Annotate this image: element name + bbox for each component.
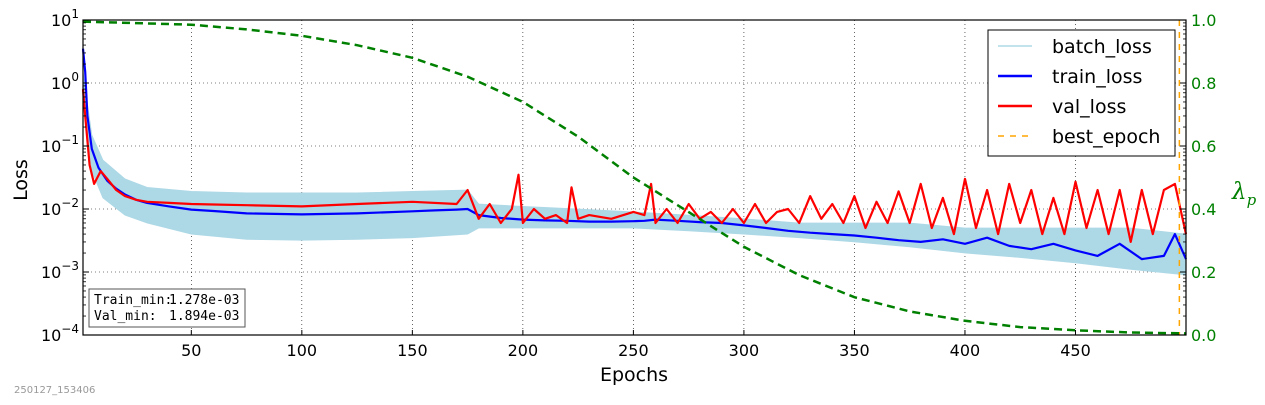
y-tick-label-10em3: 10−3 — [41, 259, 79, 282]
y-tick-label-10e1: 101 — [51, 7, 79, 30]
y-axis-label: Loss — [10, 159, 32, 201]
right-tick-label-0-4: 0.4 — [1191, 200, 1216, 219]
right-tick-label-0-6: 0.6 — [1191, 137, 1216, 156]
right-tick-label-0-0: 0.0 — [1191, 326, 1216, 345]
series-val-loss — [81, 89, 1188, 243]
right-axis-ticks: 0.0 0.2 0.4 0.6 0.8 1.0 — [1180, 11, 1216, 345]
min-loss-annotation: Train_min: 1.278e-03 Val_min: 1.894e-03 — [88, 288, 246, 328]
x-tick-label-50: 50 — [181, 341, 201, 360]
x-axis-ticks: 50 100 150 200 250 300 350 400 450 — [181, 330, 1091, 360]
val-min-value: 1.894e-03 — [169, 309, 239, 324]
legend-label-batch-loss: batch_loss — [1052, 36, 1152, 58]
plot-frame — [82, 19, 1187, 336]
val-min-label: Val_min: — [94, 309, 157, 324]
y-tick-label-10em1: 10−1 — [41, 133, 79, 156]
x-tick-label-100: 100 — [287, 341, 318, 360]
x-tick-label-350: 350 — [839, 341, 870, 360]
series-lambda-p — [82, 20, 1187, 335]
y-tick-label-10e0: 100 — [51, 70, 79, 93]
y-tick-label-10em2: 10−2 — [41, 196, 79, 219]
y-tick-label-10em4: 10−4 — [41, 322, 79, 345]
timestamp: 250127_153406 — [14, 385, 95, 396]
annotation-box — [88, 288, 246, 328]
legend-label-val-loss: val_loss — [1052, 96, 1126, 118]
right-tick-label-0-2: 0.2 — [1191, 263, 1216, 282]
right-tick-label-1-0: 1.0 — [1191, 11, 1216, 30]
x-tick-label-150: 150 — [397, 341, 428, 360]
x-axis-label: Epochs — [600, 364, 668, 386]
x-tick-label-450: 450 — [1060, 341, 1091, 360]
train-min-value: 1.278e-03 — [169, 293, 239, 308]
legend-box — [987, 29, 1176, 157]
y-axis-ticks: 101 100 10−1 10−2 10−3 10−4 — [41, 7, 1186, 345]
series-layer — [81, 20, 1188, 335]
right-axis-label: λp — [1231, 179, 1257, 209]
train-min-label: Train_min: — [94, 293, 172, 308]
legend-label-best-epoch: best_epoch — [1052, 126, 1160, 148]
legend-label-train-loss: train_loss — [1052, 66, 1142, 88]
x-tick-label-200: 200 — [508, 341, 539, 360]
x-tick-label-400: 400 — [950, 341, 981, 360]
x-tick-label-300: 300 — [729, 341, 760, 360]
x-tick-label-250: 250 — [618, 341, 649, 360]
right-tick-label-0-8: 0.8 — [1191, 74, 1216, 93]
legend: batch_loss train_loss val_loss best_epoc… — [987, 29, 1176, 157]
